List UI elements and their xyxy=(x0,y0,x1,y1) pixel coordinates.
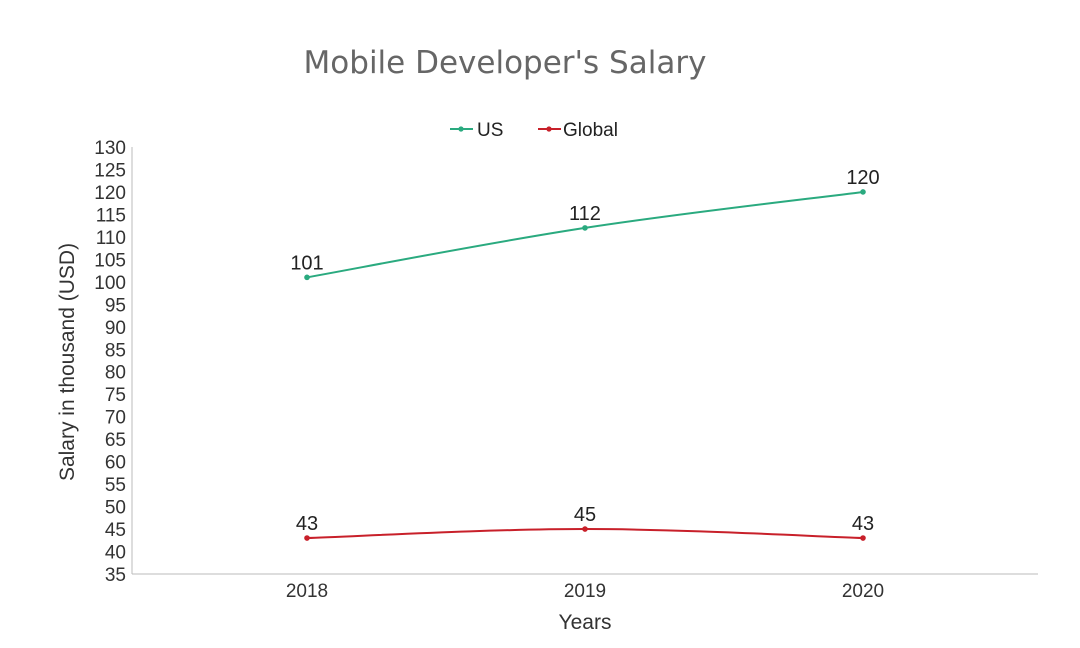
y-tick-label: 35 xyxy=(105,565,126,586)
y-tick-label: 40 xyxy=(105,543,126,564)
legend-item-us[interactable]: US xyxy=(450,120,503,141)
data-point-us[interactable] xyxy=(860,189,866,195)
y-tick-label: 130 xyxy=(94,138,126,159)
y-tick-label: 75 xyxy=(105,385,126,406)
y-tick-label: 125 xyxy=(94,160,126,181)
y-tick-label: 95 xyxy=(105,295,126,316)
x-tick-label: 2019 xyxy=(564,581,606,602)
data-point-global[interactable] xyxy=(860,535,866,541)
y-tick-label: 120 xyxy=(94,183,126,204)
y-tick-label: 45 xyxy=(105,520,126,541)
data-point-us[interactable] xyxy=(582,225,588,231)
y-axis-ticks: 3540455055606570758085909510010511011512… xyxy=(94,138,126,586)
data-label-global: 43 xyxy=(296,513,318,535)
data-label-us: 112 xyxy=(569,203,601,225)
y-tick-label: 70 xyxy=(105,408,126,429)
chart-title: Mobile Developer's Salary xyxy=(304,45,707,81)
data-point-global[interactable] xyxy=(582,526,588,532)
legend-global-marker xyxy=(546,126,552,132)
data-point-global[interactable] xyxy=(304,535,310,541)
legend-us-marker xyxy=(458,126,464,132)
data-label-us: 101 xyxy=(290,252,323,274)
y-tick-label: 65 xyxy=(105,430,126,451)
x-axis-title: Years xyxy=(559,611,612,634)
x-tick-label: 2018 xyxy=(286,581,328,602)
y-axis-title: Salary in thousand (USD) xyxy=(56,243,79,481)
legend-item-global[interactable]: Global xyxy=(538,120,618,141)
y-tick-label: 100 xyxy=(94,273,126,294)
y-tick-label: 115 xyxy=(96,205,126,226)
y-tick-label: 85 xyxy=(105,340,126,361)
data-label-us: 120 xyxy=(846,167,879,189)
y-tick-label: 105 xyxy=(94,250,126,271)
legend-us-label: US xyxy=(477,120,503,141)
data-point-us[interactable] xyxy=(304,274,310,281)
legend-global-label: Global xyxy=(563,120,618,141)
legend: US Global xyxy=(450,120,618,141)
x-axis-ticks: 2018 2019 2020 xyxy=(286,581,884,602)
y-tick-label: 80 xyxy=(105,363,126,384)
series-layer: 101 112 120 43 45 43 xyxy=(290,167,880,541)
data-label-global: 43 xyxy=(852,513,874,535)
y-tick-label: 110 xyxy=(96,228,126,249)
y-tick-label: 55 xyxy=(105,475,126,496)
y-tick-label: 60 xyxy=(105,453,126,474)
y-tick-label: 50 xyxy=(105,498,126,519)
data-label-global: 45 xyxy=(574,504,596,526)
y-tick-label: 90 xyxy=(105,318,126,339)
x-tick-label: 2020 xyxy=(842,581,884,602)
